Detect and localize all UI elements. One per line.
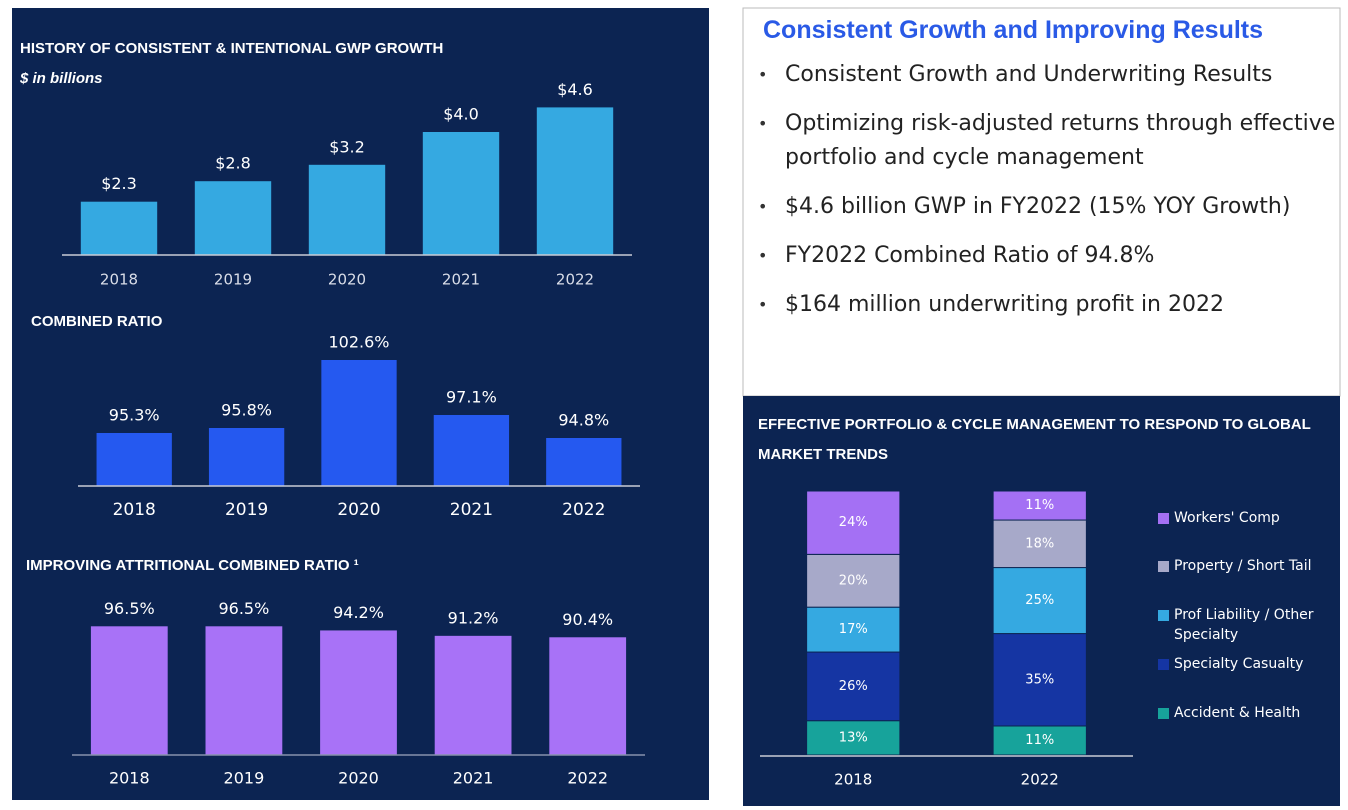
bar-segment — [806, 651, 901, 722]
bullet: $164 million underwriting profit in 2022 — [758, 288, 1348, 322]
bar — [536, 107, 614, 256]
chart-title: COMBINED RATIO — [31, 313, 163, 330]
legend-swatch — [1158, 659, 1169, 670]
x-tick-label: 2020 — [337, 500, 380, 520]
bar-segment — [992, 633, 1087, 727]
value-label: 91.2% — [448, 608, 499, 627]
bar-segment — [992, 519, 1087, 569]
x-tick-label: 2022 — [562, 500, 605, 520]
legend-label: Accident & Health — [1174, 705, 1301, 721]
x-tick-label: 2018 — [834, 771, 872, 789]
legend-item: Prof Liability / Other Specialty — [1158, 605, 1328, 645]
value-label: 11% — [1025, 498, 1054, 513]
legend-item: Property / Short Tail — [1158, 556, 1311, 576]
bullet: Consistent Growth and Underwriting Resul… — [758, 58, 1348, 92]
x-tick-label: 2018 — [109, 769, 150, 788]
value-label: $4.0 — [443, 105, 479, 124]
bar-segment — [806, 490, 901, 555]
chart-title: EFFECTIVE PORTFOLIO & CYCLE MANAGEMENT T… — [758, 416, 1311, 463]
chart-title: HISTORY OF CONSISTENT & INTENTIONAL GWP … — [20, 40, 444, 57]
value-label: 96.5% — [218, 599, 269, 618]
value-label: 95.3% — [109, 406, 160, 425]
x-tick-label: 2019 — [224, 769, 265, 788]
bar-segment — [806, 606, 901, 653]
bar — [546, 438, 622, 486]
bar-segment — [992, 490, 1087, 521]
x-tick-label: 2018 — [113, 500, 156, 520]
bar — [96, 433, 172, 486]
value-label: 26% — [839, 679, 868, 694]
x-tick-label: 2018 — [100, 271, 138, 289]
value-label: $2.8 — [215, 154, 251, 173]
legend-swatch — [1158, 610, 1169, 621]
legend-label: Prof Liability / Other Specialty — [1174, 607, 1314, 643]
value-label: 13% — [839, 730, 868, 745]
bar — [549, 637, 627, 755]
value-label: 17% — [839, 622, 868, 637]
value-label: 94.8% — [558, 411, 609, 430]
bullet: Optimizing risk-adjusted returns through… — [758, 107, 1348, 175]
bar-segment — [806, 720, 901, 756]
bullet: FY2022 Combined Ratio of 94.8% — [758, 239, 1348, 273]
bar — [194, 181, 272, 255]
bar — [205, 626, 283, 755]
x-tick-label: 2020 — [338, 769, 379, 788]
value-label: $2.3 — [101, 174, 137, 193]
value-label: 20% — [839, 573, 868, 588]
value-label: 90.4% — [562, 610, 613, 629]
x-tick-label: 2022 — [556, 271, 594, 289]
value-label: 18% — [1025, 536, 1054, 551]
bullet-list: Consistent Growth and Underwriting Resul… — [758, 58, 1348, 337]
bar — [433, 415, 510, 486]
bar — [434, 635, 512, 755]
value-label: 35% — [1025, 672, 1054, 687]
legend-swatch — [1158, 708, 1169, 719]
x-tick-label: 2019 — [225, 500, 268, 520]
value-label: $3.2 — [329, 137, 365, 156]
bullet: $4.6 billion GWP in FY2022 (15% YOY Grow… — [758, 190, 1348, 224]
legend-item: Accident & Health — [1158, 703, 1300, 723]
legend-label: Specialty Casualty — [1174, 656, 1304, 672]
x-tick-label: 2022 — [567, 769, 608, 788]
x-tick-label: 2019 — [214, 271, 252, 289]
bar-segment — [992, 567, 1087, 635]
x-tick-label: 2022 — [1021, 771, 1059, 789]
bar — [90, 626, 168, 755]
bar-segment — [806, 553, 901, 608]
value-label: 97.1% — [446, 388, 497, 407]
x-tick-label: 2021 — [442, 271, 480, 289]
legend-label: Workers' Comp — [1174, 510, 1280, 526]
heading: Consistent Growth and Improving Results — [763, 16, 1264, 44]
value-label: 96.5% — [104, 599, 155, 618]
legend-item: Workers' Comp — [1158, 508, 1280, 528]
bar — [208, 428, 285, 486]
chart-subtitle: $ in billions — [20, 70, 103, 87]
bar — [321, 360, 397, 486]
bar — [308, 164, 386, 255]
value-label: $4.6 — [557, 80, 593, 99]
value-label: 11% — [1025, 733, 1054, 748]
x-tick-label: 2021 — [450, 500, 493, 520]
value-label: 24% — [839, 515, 868, 530]
legend-swatch — [1158, 513, 1169, 524]
x-tick-label: 2021 — [453, 769, 494, 788]
chart-title: IMPROVING ATTRITIONAL COMBINED RATIO ¹ — [26, 557, 359, 574]
bar — [320, 630, 397, 755]
value-label: 95.8% — [221, 401, 272, 420]
legend-item: Specialty Casualty — [1158, 654, 1303, 674]
legend-swatch — [1158, 561, 1169, 572]
bar — [422, 132, 500, 255]
value-label: 25% — [1025, 593, 1054, 608]
x-tick-label: 2020 — [328, 271, 366, 289]
value-label: 94.2% — [333, 603, 384, 622]
bar-segment — [992, 725, 1087, 756]
bar — [80, 201, 158, 255]
value-label: 102.6% — [328, 333, 389, 352]
legend-label: Property / Short Tail — [1174, 558, 1312, 574]
